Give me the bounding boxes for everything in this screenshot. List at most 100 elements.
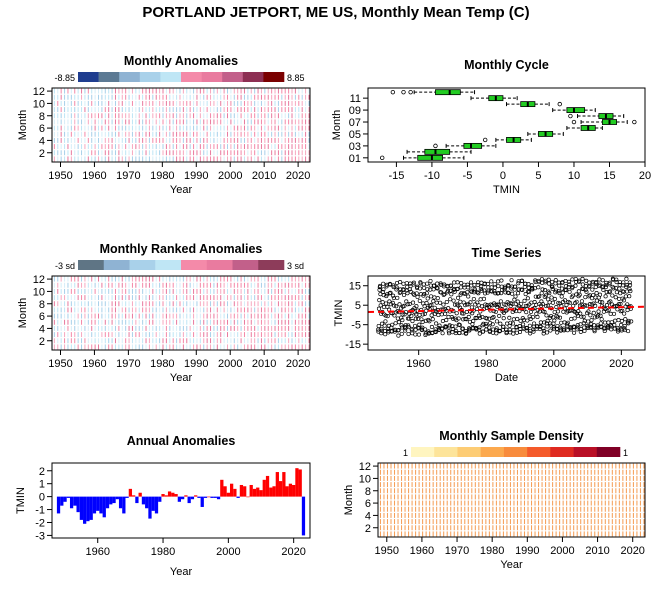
heatmap-cell — [397, 512, 399, 518]
scatter-point — [439, 312, 444, 317]
scatter-point — [464, 317, 469, 322]
heatmap-cell — [243, 137, 245, 143]
heatmap-cell — [538, 512, 540, 518]
heatmap-cell — [288, 131, 290, 137]
heatmap-cell — [622, 525, 624, 531]
scatter-point — [479, 304, 485, 309]
heatmap-cell — [247, 156, 249, 162]
heatmap-cell — [128, 307, 130, 313]
heatmap-cell — [233, 150, 235, 156]
heatmap-cell — [220, 307, 222, 313]
heatmap-cell — [216, 100, 218, 106]
scatter-point — [587, 283, 592, 288]
heatmap-cell — [155, 344, 157, 350]
heatmap-cell — [186, 332, 188, 338]
heatmap-cell — [569, 488, 571, 494]
heatmap-cell — [77, 325, 79, 331]
heatmap-cell — [506, 500, 508, 506]
heatmap-cell — [308, 156, 310, 162]
heatmap-cell — [541, 519, 543, 525]
heatmap-cell — [485, 500, 487, 506]
bar — [83, 496, 87, 524]
heatmap-cell — [267, 282, 269, 288]
bar — [269, 487, 273, 497]
legend-swatch — [550, 447, 574, 457]
heatmap-cell — [562, 494, 564, 500]
heatmap-cell — [530, 519, 533, 525]
heatmap-cell — [226, 319, 229, 325]
heatmap-cell — [555, 475, 557, 481]
heatmap-cell — [425, 475, 427, 481]
heatmap-cell — [77, 119, 79, 125]
x-tick-label: 15 — [603, 170, 615, 182]
scatter-point — [444, 299, 449, 305]
heatmap-cell — [298, 295, 300, 301]
heatmap-cell — [271, 344, 273, 350]
heatmap-cell — [128, 88, 130, 94]
scatter-point — [628, 283, 633, 288]
heatmap-cell — [583, 525, 585, 531]
heatmap-cell — [457, 494, 459, 500]
heatmap-cell — [138, 94, 140, 100]
heatmap-cell — [203, 107, 205, 113]
bar — [174, 494, 178, 497]
y-tick-label: 07 — [349, 117, 361, 129]
heatmap-cell — [206, 156, 208, 162]
scatter-point — [499, 291, 504, 296]
heatmap-cell — [155, 131, 157, 137]
scatter-point — [414, 291, 419, 296]
heatmap-cell — [60, 288, 62, 294]
heatmap-cell — [118, 119, 120, 125]
scatter-point — [391, 293, 396, 298]
legend-swatch — [181, 72, 202, 82]
bar — [73, 496, 77, 506]
heatmap-cell — [294, 100, 296, 106]
heatmap-cell — [471, 482, 473, 488]
legend-min-label: -8.85 — [54, 73, 75, 83]
heatmap-cell — [108, 113, 110, 119]
heatmap-cell — [639, 512, 641, 518]
heatmap-cell — [81, 332, 83, 338]
heatmap-cell — [237, 332, 239, 338]
heatmap-cell — [450, 475, 452, 481]
heatmap-cell — [415, 494, 417, 500]
heatmap-cell — [220, 295, 222, 301]
heatmap-cell — [74, 150, 76, 156]
heatmap-cell — [541, 482, 543, 488]
bar — [181, 496, 185, 500]
heatmap-cell — [87, 137, 89, 143]
legend-swatch — [201, 72, 223, 82]
heatmap-cell — [111, 144, 113, 150]
x-tick-label: 2000 — [550, 545, 574, 557]
scatter-point — [417, 322, 422, 327]
scatter-point — [470, 322, 475, 327]
heatmap-cell — [254, 301, 256, 307]
heatmap-cell — [453, 469, 455, 475]
heatmap-cell — [142, 100, 144, 106]
heatmap-cell — [250, 144, 252, 150]
heatmap-cell — [457, 469, 459, 475]
heatmap-cell — [622, 519, 624, 525]
heatmap-cell — [639, 525, 641, 531]
scatter-point — [394, 304, 399, 309]
heatmap-cell — [264, 282, 266, 288]
heatmap-cell — [629, 463, 631, 469]
x-tick-label: 2020 — [620, 545, 644, 557]
heatmap-cell — [443, 525, 445, 531]
heatmap-cell — [81, 119, 83, 125]
heatmap-cell — [425, 506, 427, 512]
heatmap-cell — [148, 88, 150, 94]
heatmap-cell — [284, 344, 286, 350]
heatmap-cell — [213, 156, 215, 162]
heatmap-cell — [203, 313, 205, 319]
scatter-point — [383, 332, 388, 337]
heatmap-cell — [81, 313, 83, 319]
heatmap-cell — [135, 325, 137, 331]
heatmap-cell — [408, 512, 410, 518]
heatmap-cell — [145, 137, 147, 143]
heatmap-cell — [142, 288, 144, 294]
heatmap-cell — [247, 307, 249, 313]
heatmap-cell — [138, 144, 140, 150]
heatmap-cell — [250, 332, 252, 338]
heatmap-cell — [94, 144, 96, 150]
